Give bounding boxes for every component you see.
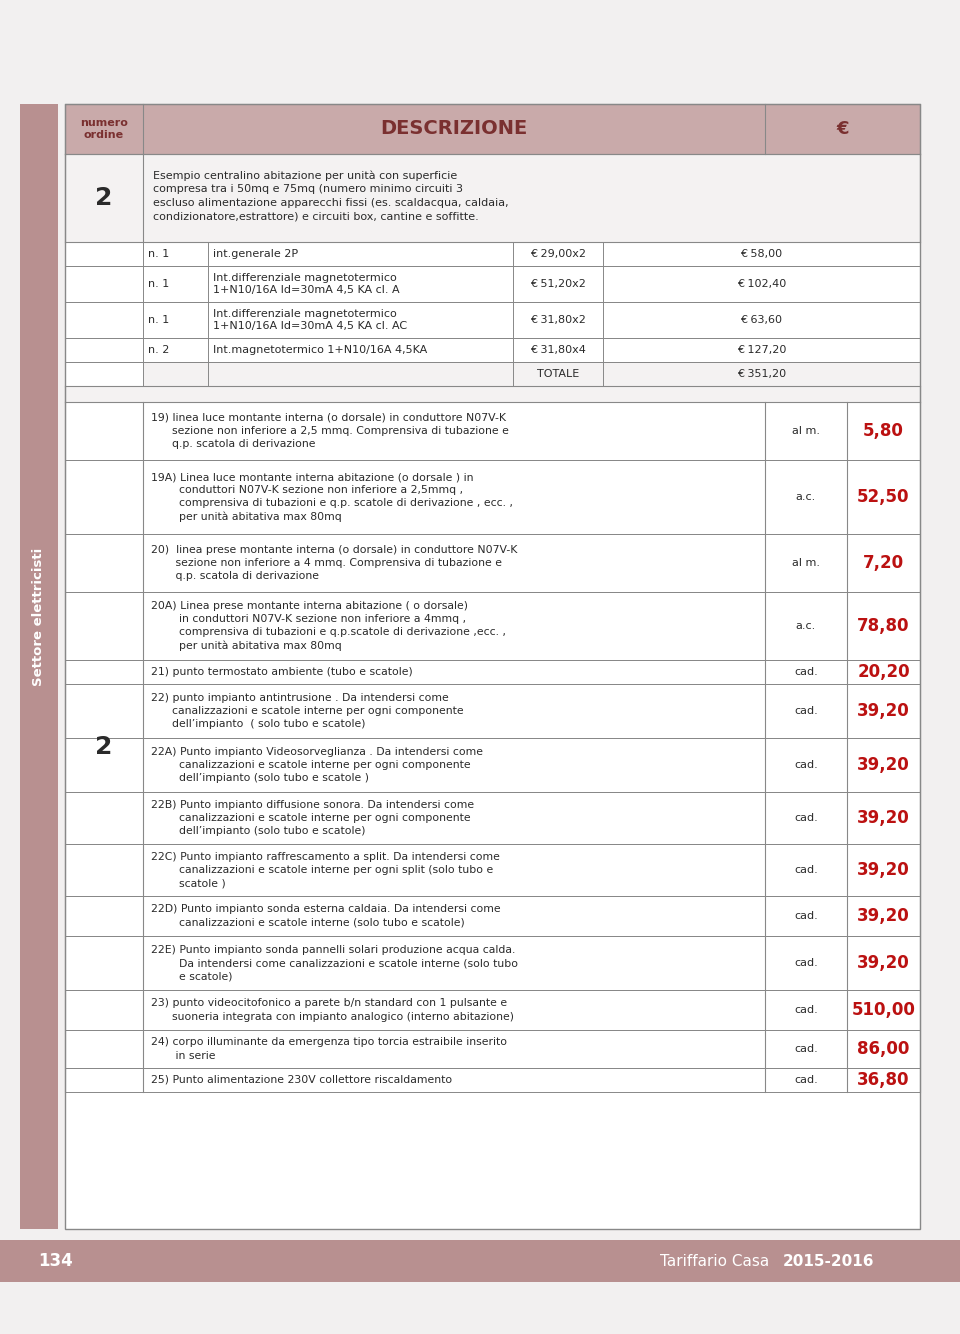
Text: € 31,80x2: € 31,80x2 (530, 315, 586, 325)
Text: € 31,80x4: € 31,80x4 (530, 346, 586, 355)
Bar (143, 338, 920, 362)
Text: € 127,20: € 127,20 (737, 346, 786, 355)
Text: n. 2: n. 2 (148, 346, 169, 355)
Text: € 102,40: € 102,40 (737, 279, 786, 289)
Text: 21) punto termostato ambiente (tubo e scatole): 21) punto termostato ambiente (tubo e sc… (151, 667, 413, 676)
Text: € 51,20x2: € 51,20x2 (530, 279, 586, 289)
Text: TOTALE: TOTALE (537, 370, 579, 379)
Text: int.generale 2P: int.generale 2P (213, 249, 299, 259)
Text: cad.: cad. (794, 958, 818, 968)
Bar (65, 104, 920, 1229)
Text: cad.: cad. (794, 1075, 818, 1085)
Text: 22B) Punto impianto diffusione sonora. Da intendersi come
        canalizzazioni: 22B) Punto impianto diffusione sonora. D… (151, 800, 474, 836)
Text: 22D) Punto impianto sonda esterna caldaia. Da intendersi come
        canalizzaz: 22D) Punto impianto sonda esterna caldai… (151, 904, 500, 927)
Text: 52,50: 52,50 (857, 488, 910, 506)
Text: a.c.: a.c. (796, 492, 816, 502)
Text: n. 1: n. 1 (148, 249, 169, 259)
Text: 39,20: 39,20 (857, 907, 910, 924)
Text: 2: 2 (95, 185, 112, 209)
Text: Int.differenziale magnetotermico
1+N10/16A Id=30mA 4,5 KA cl. AC: Int.differenziale magnetotermico 1+N10/1… (213, 308, 407, 331)
Text: € 63,60: € 63,60 (740, 315, 782, 325)
Bar (65, 990, 920, 1030)
Text: 19A) Linea luce montante interna abitazione (o dorsale ) in
        conduttori N: 19A) Linea luce montante interna abitazi… (151, 472, 513, 522)
Text: Int.magnetotermico 1+N10/16A 4,5KA: Int.magnetotermico 1+N10/16A 4,5KA (213, 346, 427, 355)
Bar (65, 104, 920, 1229)
Bar (65, 104, 920, 153)
Bar (65, 1069, 920, 1093)
Bar (65, 460, 920, 534)
Text: n. 1: n. 1 (148, 279, 169, 289)
Text: 22E) Punto impianto sonda pannelli solari produzione acqua calda.
        Da int: 22E) Punto impianto sonda pannelli solar… (151, 944, 518, 980)
Text: 39,20: 39,20 (857, 954, 910, 972)
Text: 510,00: 510,00 (852, 1000, 916, 1019)
Text: cad.: cad. (794, 760, 818, 770)
Text: Tariffario Casa: Tariffario Casa (660, 1254, 774, 1269)
Text: 86,00: 86,00 (857, 1041, 910, 1058)
Text: Settore elettricisti: Settore elettricisti (33, 547, 45, 686)
Bar (65, 684, 920, 738)
Text: € 351,20: € 351,20 (737, 370, 786, 379)
Text: al m.: al m. (792, 426, 820, 436)
Text: 39,20: 39,20 (857, 756, 910, 774)
Bar (65, 738, 920, 792)
Bar (20, 104, 58, 1229)
Text: 134: 134 (38, 1253, 73, 1270)
Text: numero
ordine: numero ordine (80, 117, 128, 140)
Text: 39,20: 39,20 (857, 860, 910, 879)
Bar (65, 592, 920, 660)
Text: 20)  linea prese montante interna (o dorsale) in conduttore N07V-K
       sezion: 20) linea prese montante interna (o dors… (151, 546, 517, 582)
Bar (65, 660, 920, 684)
Text: cad.: cad. (794, 864, 818, 875)
Text: € 58,00: € 58,00 (740, 249, 782, 259)
Bar (143, 362, 920, 386)
Text: cad.: cad. (794, 706, 818, 716)
Bar (65, 534, 920, 592)
Bar (0, 1241, 960, 1282)
Text: 20A) Linea prese montante interna abitazione ( o dorsale)
        in conduttori : 20A) Linea prese montante interna abitaz… (151, 602, 506, 651)
Text: DESCRIZIONE: DESCRIZIONE (380, 120, 528, 139)
Text: 22C) Punto impianto raffrescamento a split. Da intendersi come
        canalizza: 22C) Punto impianto raffrescamento a spl… (151, 852, 500, 888)
Text: €: € (836, 120, 849, 137)
Text: a.c.: a.c. (796, 622, 816, 631)
Text: 36,80: 36,80 (857, 1071, 910, 1089)
Text: cad.: cad. (794, 812, 818, 823)
Bar (65, 1030, 920, 1069)
Bar (143, 241, 920, 265)
Text: 22A) Punto impianto Videosorveglianza . Da intendersi come
        canalizzazion: 22A) Punto impianto Videosorveglianza . … (151, 747, 483, 783)
Text: 2: 2 (95, 735, 112, 759)
Text: 39,20: 39,20 (857, 702, 910, 720)
Text: cad.: cad. (794, 911, 818, 920)
Text: 24) corpo illuminante da emergenza tipo torcia estraibile inserito
       in ser: 24) corpo illuminante da emergenza tipo … (151, 1038, 507, 1061)
Text: € 29,00x2: € 29,00x2 (530, 249, 586, 259)
Bar (65, 936, 920, 990)
Text: 39,20: 39,20 (857, 808, 910, 827)
Text: cad.: cad. (794, 667, 818, 676)
Text: 2015-2016: 2015-2016 (783, 1254, 875, 1269)
Text: al m.: al m. (792, 558, 820, 568)
Text: Esempio centralino abitazione per unità con superficie
compresa tra i 50mq e 75m: Esempio centralino abitazione per unità … (153, 171, 509, 221)
Text: 25) Punto alimentazione 230V collettore riscaldamento: 25) Punto alimentazione 230V collettore … (151, 1075, 452, 1085)
Bar (65, 386, 920, 402)
Text: cad.: cad. (794, 1045, 818, 1054)
Text: 23) punto videocitofonico a parete b/n standard con 1 pulsante e
      suoneria : 23) punto videocitofonico a parete b/n s… (151, 998, 514, 1022)
Text: 22) punto impianto antintrusione . Da intendersi come
      canalizzazioni e sca: 22) punto impianto antintrusione . Da in… (151, 692, 464, 730)
Text: Int.differenziale magnetotermico
1+N10/16A Id=30mA 4,5 KA cl. A: Int.differenziale magnetotermico 1+N10/1… (213, 272, 399, 295)
Bar (143, 301, 920, 338)
Bar (65, 153, 920, 241)
Text: 5,80: 5,80 (863, 422, 904, 440)
Text: cad.: cad. (794, 1005, 818, 1015)
Text: 7,20: 7,20 (863, 554, 904, 572)
Bar (143, 265, 920, 301)
Bar (65, 844, 920, 896)
Text: 19) linea luce montante interna (o dorsale) in conduttore N07V-K
      sezione n: 19) linea luce montante interna (o dorsa… (151, 414, 509, 450)
Text: n. 1: n. 1 (148, 315, 169, 325)
Bar (65, 792, 920, 844)
Text: 78,80: 78,80 (857, 618, 910, 635)
Text: 20,20: 20,20 (857, 663, 910, 680)
Bar (65, 896, 920, 936)
Bar (65, 402, 920, 460)
